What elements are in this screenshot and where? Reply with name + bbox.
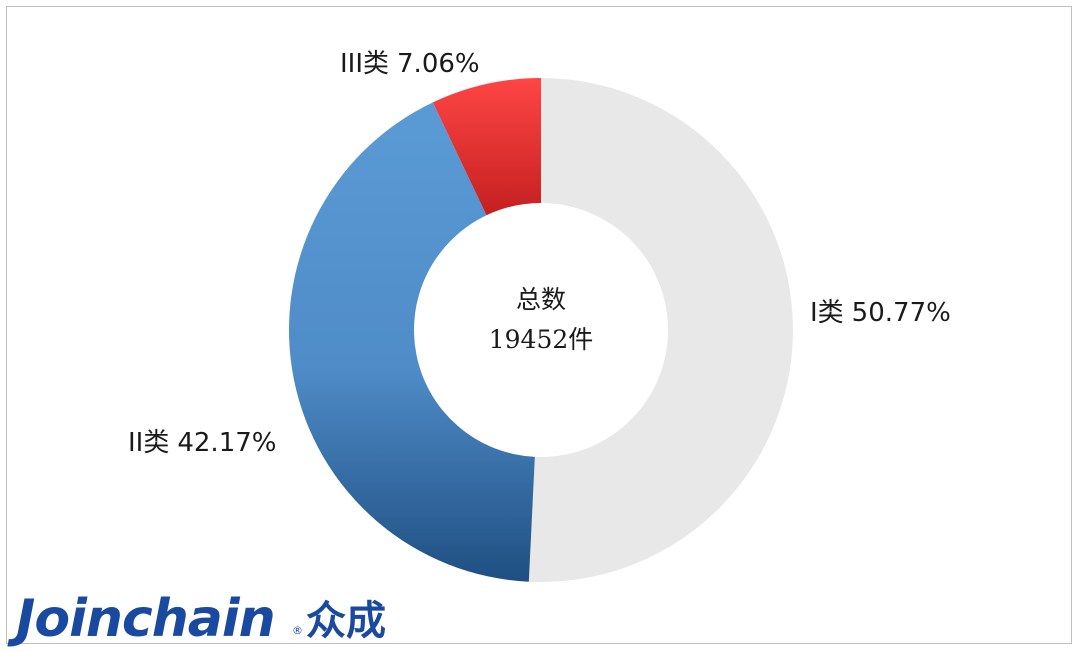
donut-slices bbox=[288, 78, 793, 582]
logo-registered-mark: ® bbox=[292, 624, 303, 637]
slice-label-iii: III类 7.06% bbox=[340, 49, 480, 79]
slice-label-ii: II类 42.17% bbox=[128, 428, 276, 458]
slice-label-i: I类 50.77% bbox=[810, 298, 951, 328]
logo-chinese-name: 众成 bbox=[306, 598, 386, 644]
slice-labels: I类 50.77% II类 42.17% III类 7.06% bbox=[128, 49, 951, 458]
slice-iii bbox=[432, 78, 541, 216]
center-label: 总数 19452件 bbox=[489, 285, 594, 354]
logo-wordmark: Joinchain bbox=[7, 589, 275, 649]
center-total: 19452件 bbox=[489, 325, 594, 354]
slice-ii bbox=[288, 102, 535, 582]
brand-logo: Joinchain ® 众成 bbox=[7, 589, 386, 649]
slice-i bbox=[528, 78, 793, 582]
center-title: 总数 bbox=[516, 285, 566, 314]
